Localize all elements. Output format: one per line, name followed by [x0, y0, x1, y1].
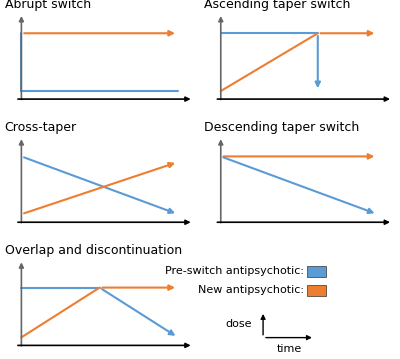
Bar [307, 285, 326, 296]
Bar [307, 266, 326, 277]
Text: time: time [276, 344, 302, 354]
Text: dose: dose [226, 320, 252, 329]
Text: Pre-switch antipsychotic:: Pre-switch antipsychotic: [165, 266, 304, 276]
Text: Overlap and discontinuation: Overlap and discontinuation [5, 244, 182, 257]
Text: Descending taper switch: Descending taper switch [204, 121, 359, 134]
Text: Abrupt switch: Abrupt switch [5, 0, 91, 11]
Text: Ascending taper switch: Ascending taper switch [204, 0, 350, 11]
Text: Cross-taper: Cross-taper [5, 121, 77, 134]
Text: New antipsychotic:: New antipsychotic: [198, 285, 304, 295]
